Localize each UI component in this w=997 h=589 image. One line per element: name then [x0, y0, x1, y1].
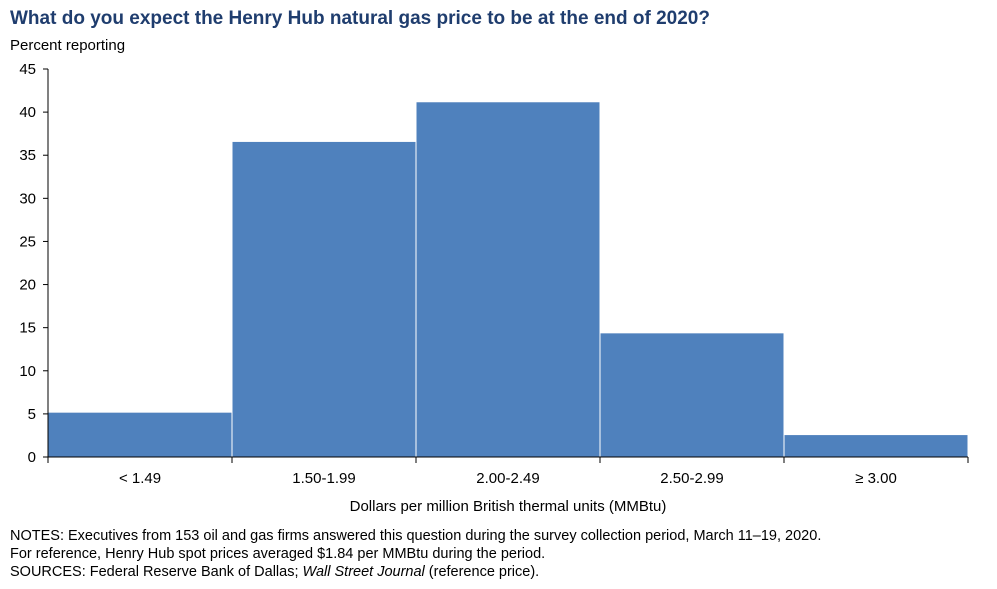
y-tick-label-8: 40: [19, 104, 36, 121]
y-tick-label-3: 15: [19, 320, 36, 337]
y-tick-label-6: 30: [19, 190, 36, 207]
x-tick-label-4: ≥ 3.00: [855, 470, 897, 487]
bar-0: [47, 411, 233, 458]
bar-3: [599, 332, 785, 458]
chart-title: What do you expect the Henry Hub natural…: [10, 8, 710, 29]
y-tick-label-5: 25: [19, 233, 36, 250]
sources-prefix: SOURCES: Federal Reserve Bank of Dallas;: [10, 564, 303, 580]
x-tick-label-3: 2.50-2.99: [660, 470, 723, 487]
x-tick-label-0: < 1.49: [119, 470, 161, 487]
x-tick-label-2: 2.00-2.49: [476, 470, 539, 487]
y-axis: 0 5 10 15 20 25 30 35 40 45: [19, 61, 49, 466]
bar-1: [231, 140, 417, 458]
x-axis-label: Dollars per million British thermal unit…: [350, 498, 667, 515]
y-tick-label-2: 10: [19, 363, 36, 380]
bar-4: [783, 434, 969, 458]
x-axis: < 1.49 1.50-1.99 2.00-2.49 2.50-2.99 ≥ 3.00: [47, 456, 969, 487]
bar-chart: 0 5 10 15 20 25 30 35 40 45 < 1.49 1.50-1.99 2.00-2…: [19, 61, 969, 515]
notes-block: NOTES: Executives from 153 oil and gas f…: [10, 527, 821, 581]
sources-suffix: (reference price).: [424, 564, 540, 580]
y-tick-label-4: 20: [19, 277, 36, 294]
bar-2: [415, 101, 601, 458]
y-tick-label-9: 45: [19, 61, 36, 78]
y-axis-label: Percent reporting: [10, 37, 126, 54]
y-tick-label-7: 35: [19, 147, 36, 164]
bars-group: [47, 101, 969, 458]
sources-line: SOURCES: Federal Reserve Bank of Dallas;…: [10, 563, 821, 581]
notes-line-2: For reference, Henry Hub spot prices ave…: [10, 546, 546, 562]
y-tick-label-1: 5: [28, 406, 36, 423]
notes-line-1: NOTES: Executives from 153 oil and gas f…: [10, 528, 822, 544]
x-tick-label-1: 1.50-1.99: [292, 470, 355, 487]
y-tick-label-0: 0: [28, 449, 36, 466]
sources-italic: Wall Street Journal: [302, 564, 425, 580]
